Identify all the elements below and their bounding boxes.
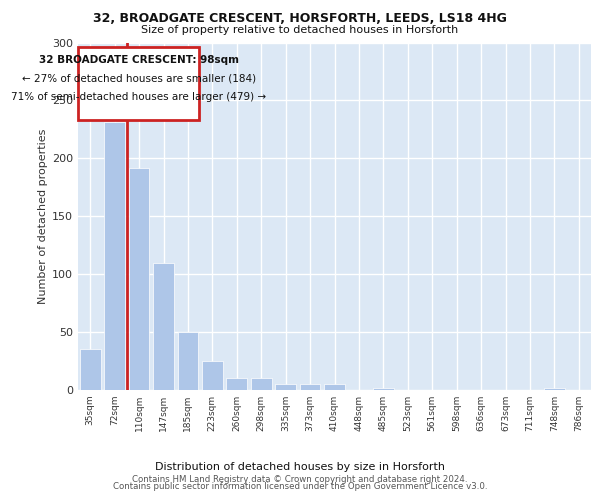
Text: ← 27% of detached houses are smaller (184): ← 27% of detached houses are smaller (18… bbox=[22, 74, 256, 84]
Text: Size of property relative to detached houses in Horsforth: Size of property relative to detached ho… bbox=[142, 25, 458, 35]
Text: 71% of semi-detached houses are larger (479) →: 71% of semi-detached houses are larger (… bbox=[11, 92, 266, 102]
Bar bbox=[226, 378, 247, 390]
Bar bbox=[128, 168, 149, 390]
Bar bbox=[104, 122, 125, 390]
Text: Contains public sector information licensed under the Open Government Licence v3: Contains public sector information licen… bbox=[113, 482, 487, 491]
Bar bbox=[373, 388, 394, 390]
Bar bbox=[275, 384, 296, 390]
Bar bbox=[324, 384, 345, 390]
FancyBboxPatch shape bbox=[79, 47, 199, 120]
Bar bbox=[153, 262, 174, 390]
Text: 32 BROADGATE CRESCENT: 98sqm: 32 BROADGATE CRESCENT: 98sqm bbox=[39, 55, 239, 65]
Bar bbox=[251, 378, 272, 390]
Y-axis label: Number of detached properties: Number of detached properties bbox=[38, 128, 48, 304]
Bar bbox=[299, 384, 320, 390]
Bar bbox=[178, 332, 199, 390]
Bar bbox=[80, 350, 101, 390]
Text: 32, BROADGATE CRESCENT, HORSFORTH, LEEDS, LS18 4HG: 32, BROADGATE CRESCENT, HORSFORTH, LEEDS… bbox=[93, 12, 507, 26]
Text: Distribution of detached houses by size in Horsforth: Distribution of detached houses by size … bbox=[155, 462, 445, 471]
Bar bbox=[202, 361, 223, 390]
Text: Contains HM Land Registry data © Crown copyright and database right 2024.: Contains HM Land Registry data © Crown c… bbox=[132, 475, 468, 484]
Bar bbox=[544, 388, 565, 390]
